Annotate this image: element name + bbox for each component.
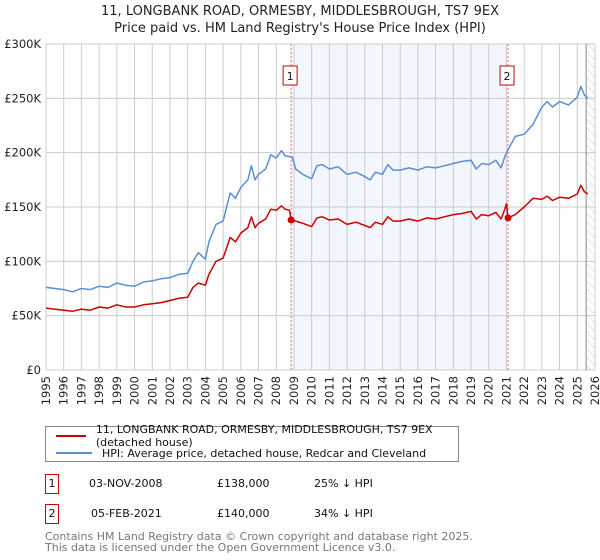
footer-copyright: Contains HM Land Registry data © Crown c… xyxy=(45,530,473,543)
x-tick-label: 1996 xyxy=(57,376,71,405)
sale-row: 2 05-FEB-2021 £140,000 34% ↓ HPI xyxy=(45,504,545,524)
sale-badge: 2 xyxy=(45,504,59,524)
x-tick-label: 2007 xyxy=(252,376,266,405)
sale-point xyxy=(504,214,512,222)
x-tick-label: 2000 xyxy=(128,376,142,405)
x-tick-label: 1997 xyxy=(74,376,88,405)
x-tick-label: 2015 xyxy=(393,376,407,405)
legend-swatch-red xyxy=(56,435,86,437)
x-tick-label: 2017 xyxy=(429,376,443,405)
y-tick-label: £100K xyxy=(4,254,41,268)
x-tick-label: 2019 xyxy=(464,376,478,405)
x-tick-label: 1999 xyxy=(110,376,124,405)
chart-subtitle: Price paid vs. HM Land Registry's House … xyxy=(114,21,486,36)
x-tick-label: 2002 xyxy=(163,376,177,405)
sale-price: £138,000 xyxy=(217,477,270,490)
legend-label: 11, LONGBANK ROAD, ORMESBY, MIDDLESBROUG… xyxy=(95,423,433,449)
x-tick-label: 2001 xyxy=(145,376,159,405)
x-tick-label: 1998 xyxy=(92,376,106,405)
hpi-line xyxy=(45,85,589,293)
y-tick-label: £50K xyxy=(12,309,42,323)
sale-marker-label: 2 xyxy=(504,70,511,83)
x-tick-label: 2026 xyxy=(588,376,600,405)
x-tick-label: 2013 xyxy=(358,376,372,405)
legend-swatch-blue xyxy=(56,452,92,454)
y-tick-label: £250K xyxy=(4,91,41,105)
legend: 11, LONGBANK ROAD, ORMESBY, MIDDLESBROUG… xyxy=(45,423,459,462)
x-tick-label: 2025 xyxy=(570,376,584,405)
y-tick-label: £150K xyxy=(4,200,41,214)
sale-marker-box xyxy=(499,65,515,86)
sale-marker-label: 1 xyxy=(287,70,294,83)
x-tick-label: 2011 xyxy=(322,376,336,405)
x-tick-label: 2016 xyxy=(411,376,425,405)
x-tick-label: 1995 xyxy=(39,376,53,405)
property-price-line xyxy=(45,184,589,313)
y-tick-label: £0 xyxy=(26,363,41,377)
x-tick-label: 2018 xyxy=(446,376,460,405)
x-tick-label: 2005 xyxy=(216,376,230,405)
x-tick-label: 2010 xyxy=(305,376,319,405)
sale-date: 03-NOV-2008 xyxy=(89,477,163,490)
x-tick-label: 2006 xyxy=(234,376,248,405)
x-tick-label: 2008 xyxy=(269,376,283,405)
legend-item-property: 11, LONGBANK ROAD, ORMESBY, MIDDLESBROUG… xyxy=(56,423,458,449)
footer: Contains HM Land Registry data © Crown c… xyxy=(45,531,473,553)
sale-point xyxy=(287,216,295,224)
sale-marker-box xyxy=(282,65,298,86)
x-tick-label: 2024 xyxy=(553,376,567,405)
x-tick-label: 2004 xyxy=(198,376,212,405)
x-tick-label: 2009 xyxy=(287,376,301,405)
legend-item-hpi: HPI: Average price, detached house, Redc… xyxy=(56,445,426,461)
x-tick-label: 2012 xyxy=(340,376,354,405)
sale-badge: 1 xyxy=(45,474,59,494)
sale-hpi-diff: 34% ↓ HPI xyxy=(314,507,373,520)
sale-date: 05-FEB-2021 xyxy=(91,507,162,520)
sale-row: 1 03-NOV-2008 £138,000 25% ↓ HPI xyxy=(45,474,545,494)
price-chart: 1995 1996 1997 1998 1999 2000 2001 2002 2003 2004… xyxy=(4,37,600,405)
legend-label: HPI: Average price, detached house, Redc… xyxy=(102,446,427,460)
x-tick-label: 2021 xyxy=(499,376,513,405)
x-tick-label: 2003 xyxy=(181,376,195,405)
y-tick-label: £300K xyxy=(4,37,41,51)
x-tick-label: 2020 xyxy=(482,376,496,405)
sale-hpi-diff: 25% ↓ HPI xyxy=(314,477,373,490)
x-tick-label: 2023 xyxy=(535,376,549,405)
footer-licence: This data is licensed under the Open Gov… xyxy=(45,541,396,554)
x-tick-label: 2022 xyxy=(517,376,531,405)
x-tick-label: 2014 xyxy=(375,376,389,405)
sale-price: £140,000 xyxy=(217,507,270,520)
y-tick-label: £200K xyxy=(4,146,41,160)
chart-title: 11, LONGBANK ROAD, ORMESBY, MIDDLESBROUG… xyxy=(101,4,499,19)
